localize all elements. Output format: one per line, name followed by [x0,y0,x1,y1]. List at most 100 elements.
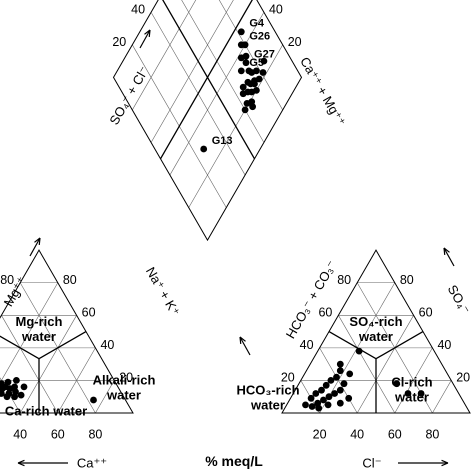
zone-label-alkali-rich: Alkali-rich [93,372,156,387]
zone-label-mg-rich: Mg-rich [16,314,63,329]
diamond-sample-point [239,90,247,98]
anion-sample-point [345,394,353,402]
diamond-sample-point [259,69,267,76]
tick-label: 80 [88,427,102,441]
tick-label: 40 [100,338,114,352]
cation-sample-point [3,393,11,401]
tick-label: 20 [456,371,470,385]
point-label-g4: G4 [249,18,265,30]
anion-sample-point [324,401,332,409]
axis-arrowhead [239,336,242,345]
anion-sample-point [333,373,340,381]
anion-sample-point [336,367,344,375]
axis-arrowhead [239,336,246,342]
gridline [1,315,59,414]
anion-sample-point [417,390,425,397]
cation-sample-point [11,393,18,401]
axis-arrowhead [443,247,446,256]
zone-boundary [328,331,377,360]
tick-label: 80 [400,273,414,287]
tick-label: 20 [281,371,295,385]
zone-label-hco3-rich: water [250,397,285,412]
diamond-sample-point-g13 [200,145,208,153]
anion-sample-point [331,390,338,397]
cation-sample-point [20,383,28,391]
gridline [95,380,115,414]
units-label: % meq/L [205,453,263,469]
axis-arrow [239,336,251,356]
axis-arrowhead [38,237,41,246]
anion-sample-point [336,360,344,368]
diamond-sample-point [241,106,249,114]
axis-label-ca: Ca⁺⁺ [77,455,107,470]
tick-label: 40 [350,427,364,441]
axis-label-so4: SO₄⁻ [445,282,473,316]
diamond-sample-point [249,103,256,111]
gridline [19,315,77,414]
tick-label: 40 [437,338,451,352]
diamond-sample-point [243,100,251,107]
axis-label-ca-mg: Ca⁺⁺ + Mg⁺⁺ [297,54,348,128]
axis-arrowhead [17,462,25,467]
tick-label: 80 [63,273,77,287]
tick-label: 20 [288,35,302,49]
tick-label: 60 [318,306,332,320]
tick-label: 40 [300,338,314,352]
tick-label: 40 [269,3,283,17]
cation-sample-point [0,390,5,397]
axis-arrowhead [443,247,450,253]
gridline [432,380,452,414]
axis-arrowhead [441,459,449,464]
tick-label: 20 [119,371,133,385]
point-label-g13: G13 [212,135,233,147]
diamond-sample-point [239,83,247,91]
diamond-sample-point [251,80,258,88]
zone-boundaries [0,0,424,413]
tick-label: 60 [388,427,402,441]
axis-arrow [29,237,41,257]
axis-arrowhead [144,29,151,35]
zone-label-so4-rich: water [358,329,393,344]
anion-sample-point [327,377,335,384]
point-label-g27: G27 [254,49,275,61]
axis-label-cl: Cl⁻ [362,455,381,470]
zone-label-mg-rich: water [21,329,56,344]
diamond-sample-point-g27 [242,59,250,67]
cation-sample-point [11,383,18,391]
diamond-sample-point-g26 [237,41,245,49]
cation-sample-point [0,380,5,388]
anion-sample-point [315,404,323,412]
axis-arrowhead [148,29,151,38]
axis-label-so4-cl: SO₄⁻ + Cl⁻ [106,64,151,128]
point-label-g26: G26 [249,31,270,43]
diamond-sample-point [260,57,268,65]
tick-label: 80 [337,273,351,287]
anion-sample-point [312,390,320,397]
cation-sample-point [90,396,97,404]
zone-boundary [375,331,424,360]
tick-label: 20 [313,427,327,441]
tick-label: 60 [419,306,433,320]
cation-sample-point [17,391,25,399]
diamond-sample-point [242,52,250,60]
tick-label: 20 [112,35,126,49]
anion-sample-point [340,380,348,388]
anion-sample-point [346,370,354,378]
anion-sample-point [320,396,327,404]
zone-label-cl-rich: Cl-rich [391,374,432,389]
gridline [338,315,396,414]
gridline [150,0,234,143]
anion-sample-point [393,380,401,388]
tick-label: 80 [0,273,14,287]
cation-sample-point [4,378,12,386]
axis-arrowhead [34,237,41,243]
grid-lines [0,0,452,414]
zone-boundary [0,335,40,360]
anion-sample-point [322,381,330,389]
axis-arrow [139,29,151,49]
zone-label-ca-rich: Ca-rich water [5,403,87,418]
zone-boundary [38,331,87,360]
tick-labels: 20 40 60 80 20 40 60 80 80 60 40 20 20 40 60 80 20 40 60 80… [0,3,470,442]
axis-arrowhead [17,459,25,464]
